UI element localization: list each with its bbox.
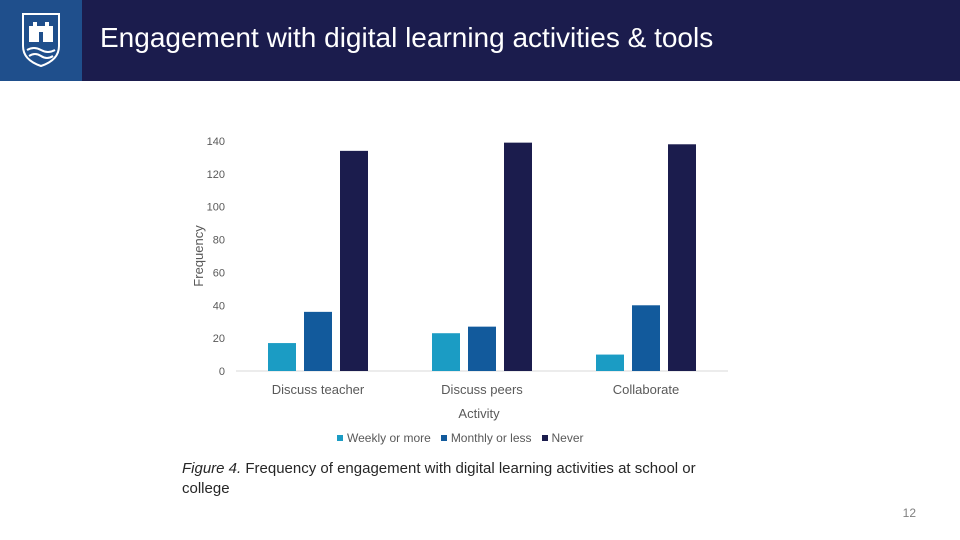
castle-crest-icon bbox=[22, 13, 60, 68]
bar bbox=[340, 150, 368, 371]
x-tick-label: Collaborate bbox=[613, 382, 680, 397]
legend-swatch bbox=[440, 435, 447, 441]
y-tick-label: 100 bbox=[207, 202, 225, 214]
x-axis-ticks: Discuss teacher Discuss peers Collaborate bbox=[272, 382, 679, 397]
y-tick-label: 0 bbox=[219, 366, 225, 378]
bar bbox=[596, 354, 624, 371]
page-number: 12 bbox=[902, 506, 916, 520]
legend-label: Monthly or less bbox=[450, 431, 532, 445]
bar bbox=[504, 142, 532, 371]
y-tick-label: 140 bbox=[207, 136, 225, 148]
bar-series bbox=[268, 142, 696, 371]
slide-header: Engagement with digital learning activit… bbox=[0, 0, 960, 81]
legend-swatch bbox=[541, 435, 548, 441]
legend-label: Weekly or more bbox=[347, 431, 431, 445]
figure-caption: Figure 4. Frequency of engagement with d… bbox=[182, 459, 742, 499]
bar bbox=[304, 311, 332, 371]
legend-item: Never bbox=[541, 431, 584, 445]
chart-legend: Weekly or more Monthly or less Never bbox=[337, 431, 584, 445]
x-tick-label: Discuss peers bbox=[441, 382, 523, 397]
legend-item: Weekly or more bbox=[337, 431, 431, 445]
bar bbox=[668, 144, 696, 371]
y-axis-label: Frequency bbox=[191, 225, 206, 287]
figure-caption-text: Frequency of engagement with digital lea… bbox=[182, 460, 696, 497]
y-tick-label: 40 bbox=[213, 300, 225, 312]
university-logo bbox=[0, 0, 82, 81]
bar bbox=[468, 326, 496, 371]
slide-title: Engagement with digital learning activit… bbox=[100, 22, 714, 53]
legend-item: Monthly or less bbox=[440, 431, 532, 445]
y-tick-label: 20 bbox=[213, 333, 225, 345]
y-tick-label: 60 bbox=[213, 267, 225, 279]
bar bbox=[268, 343, 296, 371]
y-tick-label: 80 bbox=[213, 235, 225, 247]
y-axis-ticks: 0 20 40 60 80 100 120 140 bbox=[207, 136, 225, 378]
y-tick-label: 120 bbox=[207, 169, 225, 181]
figure-label: Figure 4. bbox=[182, 460, 242, 477]
x-axis-label: Activity bbox=[458, 406, 500, 421]
legend-swatch bbox=[337, 435, 343, 441]
bar bbox=[432, 333, 460, 371]
x-tick-label: Discuss teacher bbox=[272, 382, 365, 397]
legend-label: Never bbox=[551, 431, 584, 445]
bar bbox=[632, 305, 660, 371]
